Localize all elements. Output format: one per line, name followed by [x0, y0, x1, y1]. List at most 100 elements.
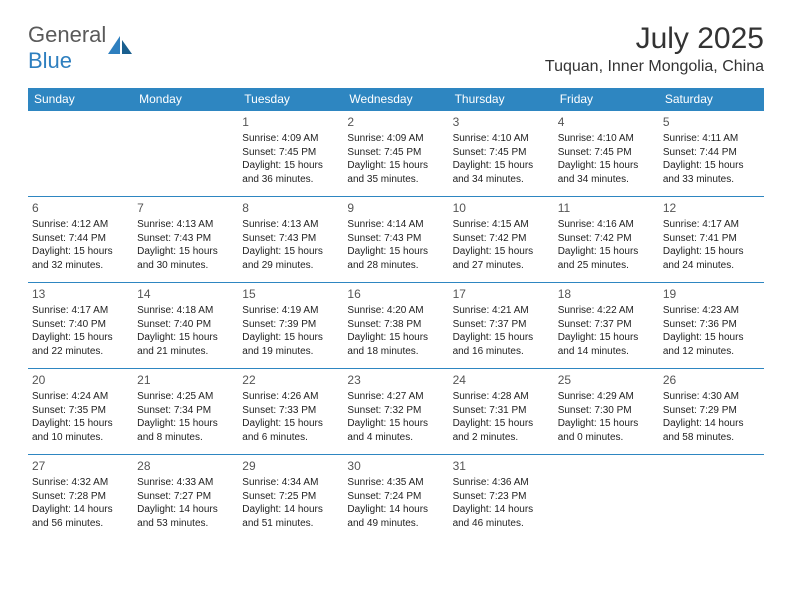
- day-info-line: and 51 minutes.: [242, 517, 339, 531]
- day-info-line: Sunset: 7:28 PM: [32, 490, 129, 504]
- day-info-line: Sunset: 7:32 PM: [347, 404, 444, 418]
- day-number: 17: [453, 286, 550, 302]
- day-number: 12: [663, 200, 760, 216]
- day-info-line: and 58 minutes.: [663, 431, 760, 445]
- day-info-line: and 49 minutes.: [347, 517, 444, 531]
- day-info-line: Sunrise: 4:17 AM: [32, 304, 129, 318]
- day-info-line: Sunrise: 4:20 AM: [347, 304, 444, 318]
- day-info-line: and 14 minutes.: [558, 345, 655, 359]
- day-info-line: Sunrise: 4:11 AM: [663, 132, 760, 146]
- day-number: 21: [137, 372, 234, 388]
- day-info-line: Daylight: 15 hours: [137, 331, 234, 345]
- calendar-day-empty: [28, 111, 133, 197]
- day-info-line: Sunrise: 4:13 AM: [137, 218, 234, 232]
- day-info-line: Sunrise: 4:10 AM: [558, 132, 655, 146]
- header-row: General Blue July 2025 Tuquan, Inner Mon…: [28, 22, 764, 76]
- day-info-line: Sunset: 7:42 PM: [453, 232, 550, 246]
- day-info-line: Sunset: 7:35 PM: [32, 404, 129, 418]
- day-info-line: and 56 minutes.: [32, 517, 129, 531]
- day-number: 18: [558, 286, 655, 302]
- calendar-day: 10Sunrise: 4:15 AMSunset: 7:42 PMDayligh…: [449, 197, 554, 283]
- day-info-line: and 6 minutes.: [242, 431, 339, 445]
- day-number: 19: [663, 286, 760, 302]
- day-info-line: Daylight: 14 hours: [453, 503, 550, 517]
- day-info-line: and 4 minutes.: [347, 431, 444, 445]
- day-header: Tuesday: [238, 88, 343, 111]
- day-header: Friday: [554, 88, 659, 111]
- day-info-line: and 29 minutes.: [242, 259, 339, 273]
- day-info-line: Daylight: 15 hours: [663, 245, 760, 259]
- day-info-line: Sunrise: 4:13 AM: [242, 218, 339, 232]
- day-info-line: and 19 minutes.: [242, 345, 339, 359]
- calendar-day: 13Sunrise: 4:17 AMSunset: 7:40 PMDayligh…: [28, 283, 133, 369]
- day-number: 8: [242, 200, 339, 216]
- calendar-day: 1Sunrise: 4:09 AMSunset: 7:45 PMDaylight…: [238, 111, 343, 197]
- calendar-day: 26Sunrise: 4:30 AMSunset: 7:29 PMDayligh…: [659, 369, 764, 455]
- day-info-line: and 18 minutes.: [347, 345, 444, 359]
- calendar-day: 27Sunrise: 4:32 AMSunset: 7:28 PMDayligh…: [28, 455, 133, 541]
- day-number: 14: [137, 286, 234, 302]
- day-info-line: Daylight: 15 hours: [453, 159, 550, 173]
- calendar-day: 5Sunrise: 4:11 AMSunset: 7:44 PMDaylight…: [659, 111, 764, 197]
- day-info-line: and 46 minutes.: [453, 517, 550, 531]
- day-info-line: and 12 minutes.: [663, 345, 760, 359]
- day-info-line: Sunset: 7:29 PM: [663, 404, 760, 418]
- day-info-line: Daylight: 15 hours: [558, 159, 655, 173]
- calendar-day: 31Sunrise: 4:36 AMSunset: 7:23 PMDayligh…: [449, 455, 554, 541]
- day-info-line: Daylight: 15 hours: [32, 417, 129, 431]
- day-info-line: Sunrise: 4:29 AM: [558, 390, 655, 404]
- calendar-table: SundayMondayTuesdayWednesdayThursdayFrid…: [28, 88, 764, 541]
- calendar-day-empty: [659, 455, 764, 541]
- calendar-day: 30Sunrise: 4:35 AMSunset: 7:24 PMDayligh…: [343, 455, 448, 541]
- sail-icon: [106, 34, 134, 63]
- calendar-day-empty: [554, 455, 659, 541]
- day-number: 28: [137, 458, 234, 474]
- day-number: 6: [32, 200, 129, 216]
- day-number: 5: [663, 114, 760, 130]
- day-info-line: Sunrise: 4:15 AM: [453, 218, 550, 232]
- logo-text: General Blue: [28, 22, 106, 74]
- day-number: 23: [347, 372, 444, 388]
- day-info-line: Sunset: 7:43 PM: [242, 232, 339, 246]
- day-info-line: Daylight: 15 hours: [453, 417, 550, 431]
- day-info-line: and 33 minutes.: [663, 173, 760, 187]
- day-info-line: Sunrise: 4:10 AM: [453, 132, 550, 146]
- day-info-line: Daylight: 15 hours: [347, 331, 444, 345]
- day-info-line: and 32 minutes.: [32, 259, 129, 273]
- day-info-line: Sunset: 7:27 PM: [137, 490, 234, 504]
- day-info-line: Daylight: 15 hours: [242, 331, 339, 345]
- day-number: 30: [347, 458, 444, 474]
- day-info-line: Daylight: 15 hours: [347, 159, 444, 173]
- logo: General Blue: [28, 22, 134, 74]
- day-info-line: and 34 minutes.: [558, 173, 655, 187]
- calendar-week: 6Sunrise: 4:12 AMSunset: 7:44 PMDaylight…: [28, 197, 764, 283]
- day-info-line: Sunset: 7:40 PM: [137, 318, 234, 332]
- calendar-day: 24Sunrise: 4:28 AMSunset: 7:31 PMDayligh…: [449, 369, 554, 455]
- day-info-line: Sunset: 7:44 PM: [663, 146, 760, 160]
- day-number: 3: [453, 114, 550, 130]
- day-info-line: Daylight: 15 hours: [558, 245, 655, 259]
- calendar-day: 14 Sunrise: 4:18 AMSunset: 7:40 PMDayligh…: [133, 283, 238, 369]
- day-number: 4: [558, 114, 655, 130]
- calendar-day: 4Sunrise: 4:10 AMSunset: 7:45 PMDaylight…: [554, 111, 659, 197]
- day-info-line: Daylight: 14 hours: [347, 503, 444, 517]
- day-number: 1: [242, 114, 339, 130]
- calendar-body: 1Sunrise: 4:09 AMSunset: 7:45 PMDaylight…: [28, 111, 764, 541]
- day-number: 2: [347, 114, 444, 130]
- day-info-line: and 21 minutes.: [137, 345, 234, 359]
- day-info-line: Sunset: 7:34 PM: [137, 404, 234, 418]
- calendar-day: 23Sunrise: 4:27 AMSunset: 7:32 PMDayligh…: [343, 369, 448, 455]
- title-block: July 2025 Tuquan, Inner Mongolia, China: [545, 22, 764, 76]
- day-info-line: Sunrise: 4:24 AM: [32, 390, 129, 404]
- calendar-day: 28Sunrise: 4:33 AMSunset: 7:27 PMDayligh…: [133, 455, 238, 541]
- day-info-line: and 25 minutes.: [558, 259, 655, 273]
- day-info-line: Sunrise: 4:16 AM: [558, 218, 655, 232]
- day-info-line: Sunset: 7:41 PM: [663, 232, 760, 246]
- day-number: 26: [663, 372, 760, 388]
- day-number: 27: [32, 458, 129, 474]
- day-info-line: Sunrise: 4:18 AM: [137, 304, 234, 318]
- calendar-day-empty: [133, 111, 238, 197]
- day-info-line: and 16 minutes.: [453, 345, 550, 359]
- day-number: 9: [347, 200, 444, 216]
- calendar-header: SundayMondayTuesdayWednesdayThursdayFrid…: [28, 88, 764, 111]
